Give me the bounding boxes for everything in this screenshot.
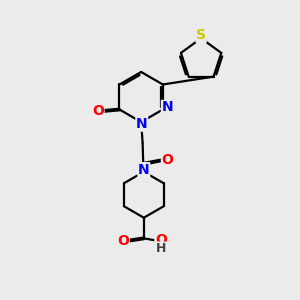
Text: N: N: [161, 100, 173, 115]
Text: N: N: [136, 117, 148, 131]
Text: O: O: [92, 104, 104, 118]
Text: H: H: [156, 242, 166, 255]
Text: N: N: [138, 163, 150, 177]
Text: O: O: [117, 234, 129, 248]
Text: S: S: [196, 28, 206, 42]
Text: O: O: [155, 233, 167, 247]
Text: O: O: [161, 153, 173, 167]
